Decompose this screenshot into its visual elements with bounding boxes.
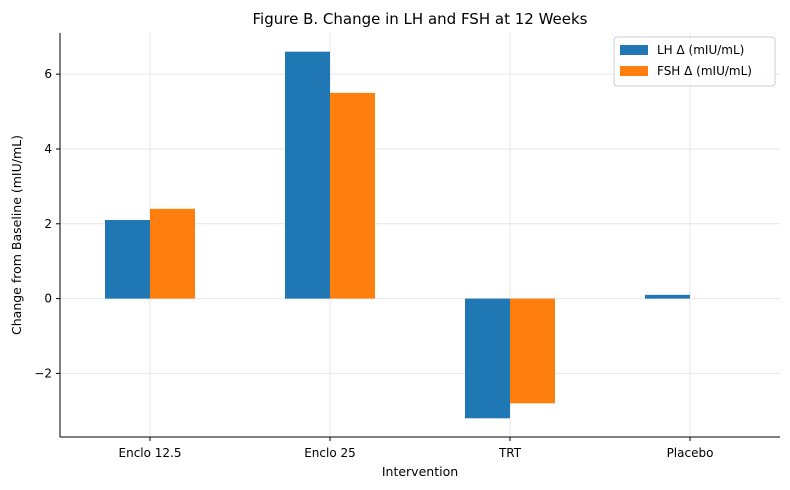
bar-lh-enclo-25: [285, 51, 330, 299]
bar-fsh-trt: [510, 298, 555, 404]
legend-swatch-lh: [620, 45, 648, 55]
y-tick-label: 2: [44, 217, 52, 231]
ticks: Enclo 12.5 Enclo 25 TRT Placebo −2 0 2 4 6: [34, 67, 713, 460]
legend-label-fsh: FSH Δ (mIU/mL): [657, 64, 752, 78]
y-tick-label: 4: [44, 142, 52, 156]
legend-label-lh: LH Δ (mIU/mL): [657, 43, 744, 57]
x-axis-label: Intervention: [382, 464, 458, 479]
bar-fsh-enclo-25: [330, 92, 375, 299]
chart-title: Figure B. Change in LH and FSH at 12 Wee…: [253, 10, 588, 28]
legend-swatch-fsh: [620, 66, 648, 76]
legend: LH Δ (mIU/mL) FSH Δ (mIU/mL): [613, 36, 776, 87]
bars: [105, 51, 690, 419]
bar-fsh-enclo-12-5: [150, 208, 195, 299]
x-tick-label-enclo-25: Enclo 25: [304, 446, 356, 460]
y-tick-label: −2: [34, 366, 52, 380]
axes: [59, 33, 780, 438]
bar-lh-enclo-12-5: [105, 220, 150, 299]
y-tick-label: 0: [44, 292, 52, 306]
x-tick-label-enclo-12-5: Enclo 12.5: [119, 446, 182, 460]
legend-frame: [613, 36, 776, 87]
bar-lh-placebo: [645, 294, 690, 299]
bar-lh-trt: [465, 298, 510, 419]
x-tick-label-placebo: Placebo: [667, 446, 714, 460]
y-tick-label: 6: [44, 67, 52, 81]
x-tick-label-trt: TRT: [498, 446, 522, 460]
y-axis-label: Change from Baseline (mIU/mL): [9, 135, 24, 335]
